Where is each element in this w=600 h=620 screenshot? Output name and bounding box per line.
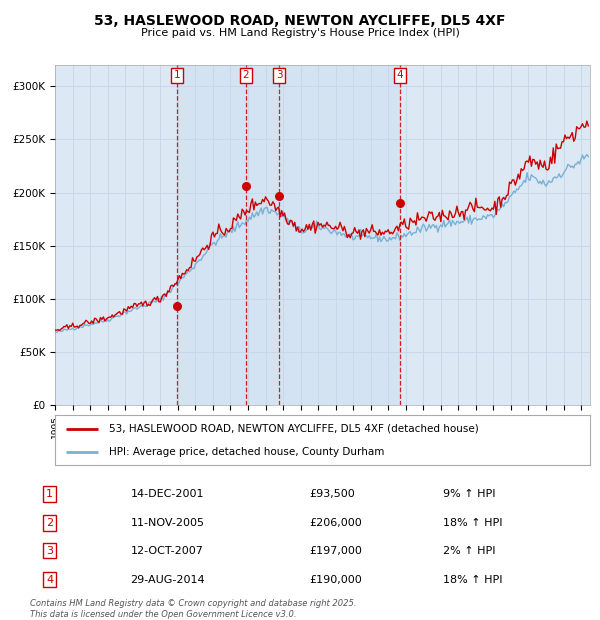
Text: £93,500: £93,500 [309, 489, 355, 499]
Text: 9% ↑ HPI: 9% ↑ HPI [443, 489, 496, 499]
Text: 14-DEC-2001: 14-DEC-2001 [130, 489, 204, 499]
Text: 3: 3 [46, 546, 53, 556]
Text: 4: 4 [397, 70, 403, 80]
Text: £197,000: £197,000 [309, 546, 362, 556]
Text: 3: 3 [276, 70, 283, 80]
Text: 53, HASLEWOOD ROAD, NEWTON AYCLIFFE, DL5 4XF (detached house): 53, HASLEWOOD ROAD, NEWTON AYCLIFFE, DL5… [109, 424, 478, 434]
Text: Price paid vs. HM Land Registry's House Price Index (HPI): Price paid vs. HM Land Registry's House … [140, 28, 460, 38]
Text: £206,000: £206,000 [309, 518, 362, 528]
Text: 18% ↑ HPI: 18% ↑ HPI [443, 518, 502, 528]
Text: 29-AUG-2014: 29-AUG-2014 [130, 575, 205, 585]
Text: 11-NOV-2005: 11-NOV-2005 [130, 518, 205, 528]
Text: 53, HASLEWOOD ROAD, NEWTON AYCLIFFE, DL5 4XF: 53, HASLEWOOD ROAD, NEWTON AYCLIFFE, DL5… [94, 14, 506, 28]
Bar [177, 65, 400, 405]
Text: £190,000: £190,000 [309, 575, 362, 585]
Text: 2: 2 [46, 518, 53, 528]
Text: HPI: Average price, detached house, County Durham: HPI: Average price, detached house, Coun… [109, 446, 384, 456]
Text: 2% ↑ HPI: 2% ↑ HPI [443, 546, 496, 556]
Text: 4: 4 [46, 575, 53, 585]
Text: 1: 1 [174, 70, 181, 80]
Text: Contains HM Land Registry data © Crown copyright and database right 2025.
This d: Contains HM Land Registry data © Crown c… [30, 600, 356, 619]
Text: 12-OCT-2007: 12-OCT-2007 [130, 546, 203, 556]
Text: 18% ↑ HPI: 18% ↑ HPI [443, 575, 502, 585]
Text: 2: 2 [242, 70, 249, 80]
Text: 1: 1 [46, 489, 53, 499]
